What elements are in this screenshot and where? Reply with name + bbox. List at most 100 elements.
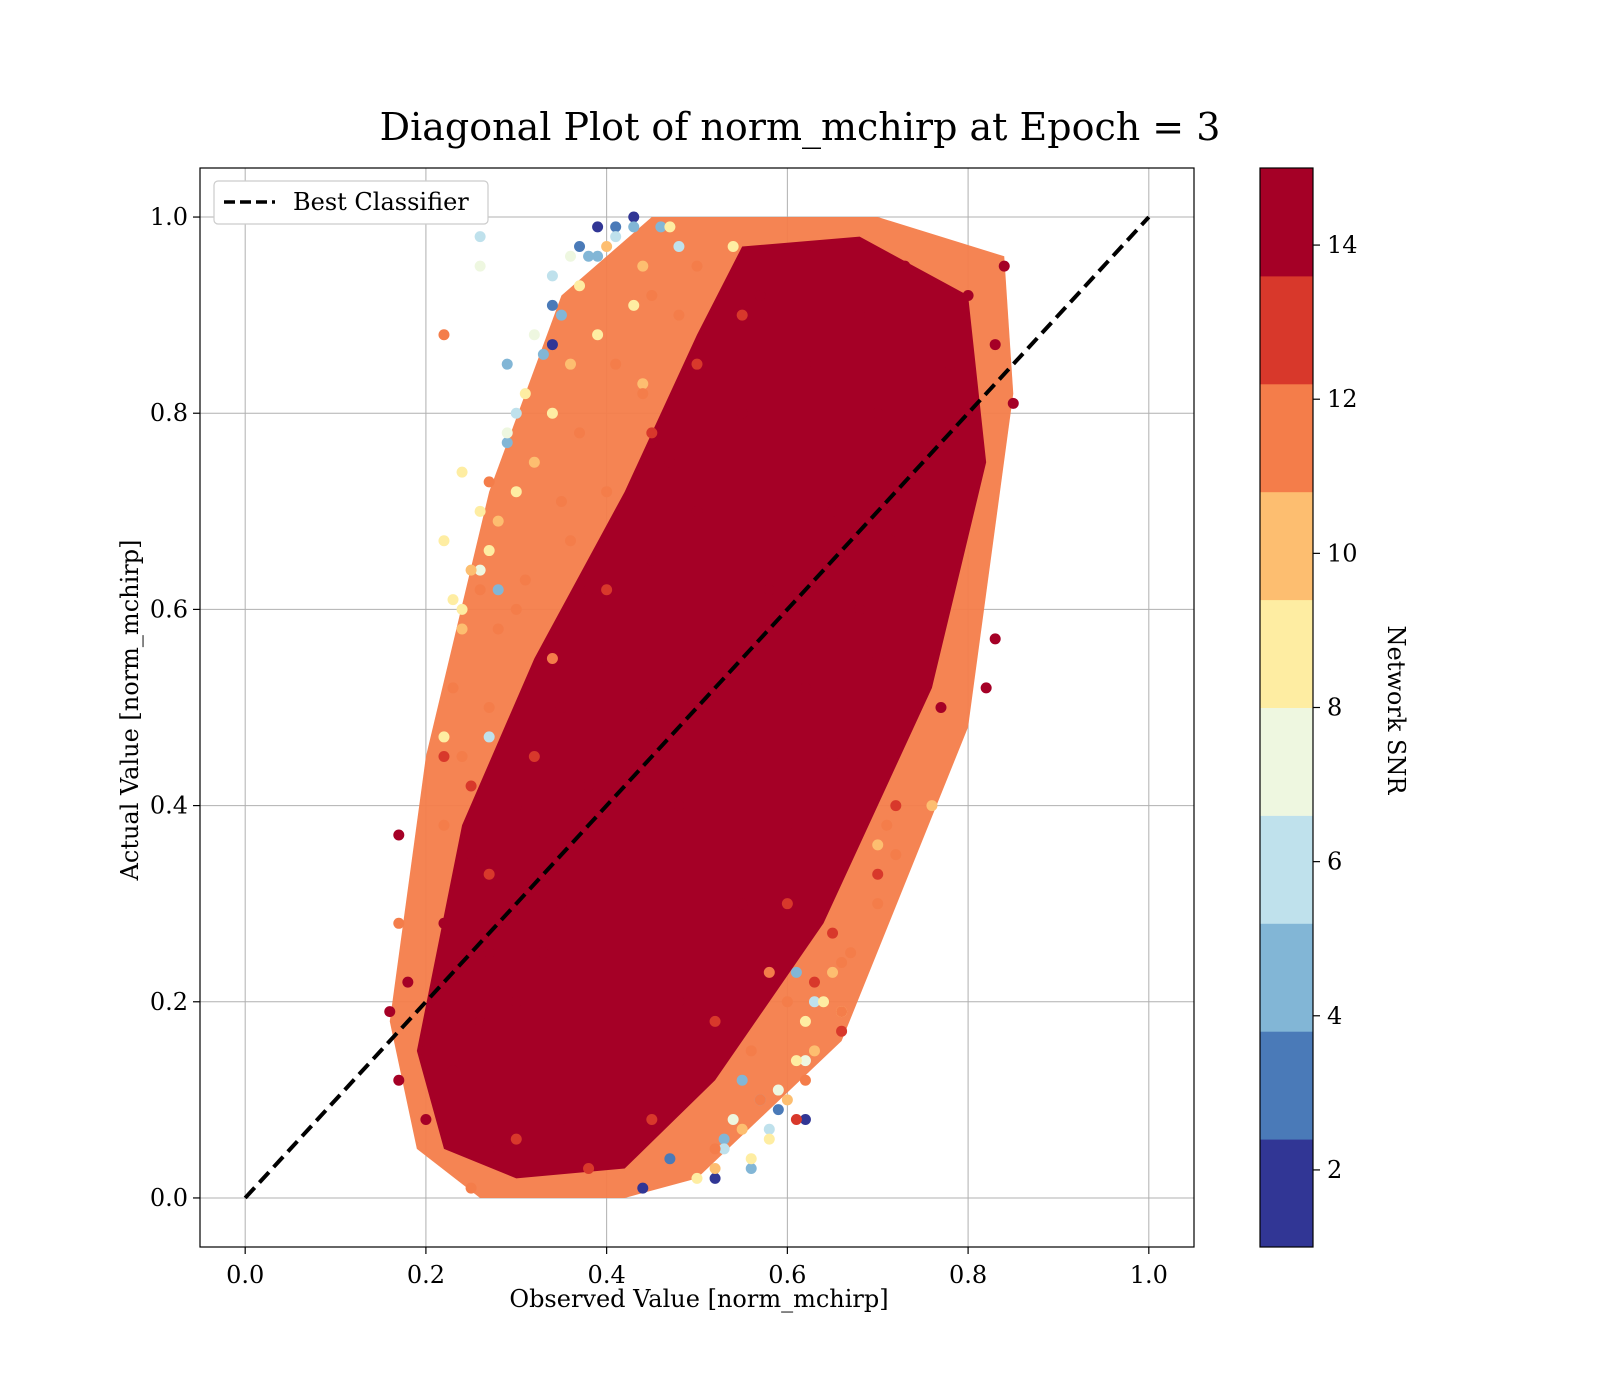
- scatter-point: [836, 1025, 848, 1037]
- scatter-point: [754, 1094, 766, 1106]
- scatter-point: [483, 947, 495, 959]
- legend: Best Classifier: [213, 180, 489, 225]
- scatter-point: [781, 819, 793, 831]
- scatter-point: [610, 358, 622, 370]
- scatter-point: [555, 898, 567, 910]
- scatter-point: [772, 1084, 784, 1096]
- scatter-point: [799, 682, 811, 694]
- scatter-point: [528, 329, 540, 341]
- scatter-point: [447, 1064, 459, 1076]
- legend-entry-best-classifier: Best Classifier: [293, 188, 469, 216]
- scatter-point: [772, 1104, 784, 1116]
- colorbar-tick-label: 10: [1327, 539, 1358, 567]
- plot-frame: [199, 167, 1195, 1248]
- colorbar: 2 4 6 8 10 12 14: [1259, 167, 1358, 1248]
- scatter-point: [781, 996, 793, 1008]
- scatter-point: [583, 780, 595, 792]
- scatter-point: [808, 1045, 820, 1057]
- x-tick-label: 1.0: [1130, 1261, 1168, 1289]
- scatter-point: [393, 917, 405, 929]
- scatter-point: [664, 456, 676, 468]
- scatter-point: [790, 966, 802, 978]
- scatter-point: [393, 1074, 405, 1086]
- scatter-point: [519, 574, 531, 586]
- y-tick-label: 0.8: [150, 399, 188, 427]
- scatter-point: [917, 584, 929, 596]
- scatter-point: [691, 358, 703, 370]
- scatter-point: [528, 751, 540, 763]
- scatter-point: [691, 1172, 703, 1184]
- scatter-point: [519, 388, 531, 400]
- scatter-point: [781, 1094, 793, 1106]
- scatter-point: [845, 947, 857, 959]
- scatter-point: [592, 221, 604, 233]
- colorbar-segment: [1260, 707, 1313, 816]
- scatter-point: [664, 221, 676, 233]
- colorbar-tick-label: 2: [1327, 1156, 1342, 1184]
- scatter-point: [736, 1123, 748, 1135]
- colorbar-label: Network SNR: [1382, 626, 1410, 796]
- scatter-point: [483, 545, 495, 557]
- scatter-point: [510, 800, 522, 812]
- scatter-point: [691, 505, 703, 517]
- scatter-point: [610, 221, 622, 233]
- x-tick-label: 0.4: [588, 1261, 626, 1289]
- scatter-point: [727, 240, 739, 252]
- scatter-point: [474, 231, 486, 243]
- scatter-point: [646, 427, 658, 439]
- scatter-point: [583, 1163, 595, 1175]
- scatter-point: [456, 751, 468, 763]
- scatter-point: [501, 437, 513, 449]
- scatter-point: [799, 1074, 811, 1086]
- scatter-point: [492, 1143, 504, 1155]
- scatter-point: [808, 996, 820, 1008]
- scatter-point: [592, 329, 604, 341]
- scatter-point: [474, 260, 486, 272]
- scatter-point: [736, 898, 748, 910]
- y-tick-label: 0.0: [150, 1184, 188, 1212]
- scatter-point: [944, 358, 956, 370]
- scatter-point: [890, 849, 902, 861]
- scatter-point: [818, 996, 830, 1008]
- scatter-point: [447, 594, 459, 606]
- scatter-point: [456, 603, 468, 615]
- scatter-point: [736, 1074, 748, 1086]
- y-tick-label: 0.6: [150, 595, 188, 623]
- scatter-point: [546, 407, 558, 419]
- colorbar-tick-label: 4: [1327, 1002, 1342, 1030]
- colorbar-segment: [1260, 383, 1313, 493]
- scatter-point: [673, 240, 685, 252]
- colorbar-tick-label: 12: [1327, 385, 1358, 413]
- scatter-point: [483, 868, 495, 880]
- scatter-point: [601, 652, 613, 664]
- scatter-point: [808, 976, 820, 988]
- colorbar-tick-label: 6: [1327, 848, 1342, 876]
- scatter-point: [718, 1143, 730, 1155]
- scatter-point: [872, 898, 884, 910]
- scatter-point: [637, 260, 649, 272]
- scatter-point: [510, 1133, 522, 1145]
- scatter-point: [836, 957, 848, 969]
- scatter-point: [646, 554, 658, 566]
- scatter-point: [619, 1094, 631, 1106]
- scatter-point: [619, 849, 631, 861]
- scatter-point: [456, 623, 468, 635]
- scatter-point: [555, 1113, 567, 1125]
- scatter-point: [989, 339, 1001, 351]
- scatter-point: [564, 358, 576, 370]
- scatter-point: [583, 584, 595, 596]
- scatter-point: [709, 1143, 721, 1155]
- scatter-point: [574, 427, 586, 439]
- scatter-point: [827, 966, 839, 978]
- colorbar-segment: [1260, 168, 1313, 277]
- colorbar-segment: [1260, 599, 1313, 708]
- scatter-point: [836, 1006, 848, 1018]
- scatter-point: [754, 290, 766, 302]
- scatter-point: [510, 996, 522, 1008]
- scatter-point: [790, 1055, 802, 1067]
- scatter-point: [555, 496, 567, 508]
- scatter-point: [763, 966, 775, 978]
- scatter-point: [790, 1113, 802, 1125]
- scatter-point: [601, 240, 613, 252]
- scatter-point: [763, 1133, 775, 1145]
